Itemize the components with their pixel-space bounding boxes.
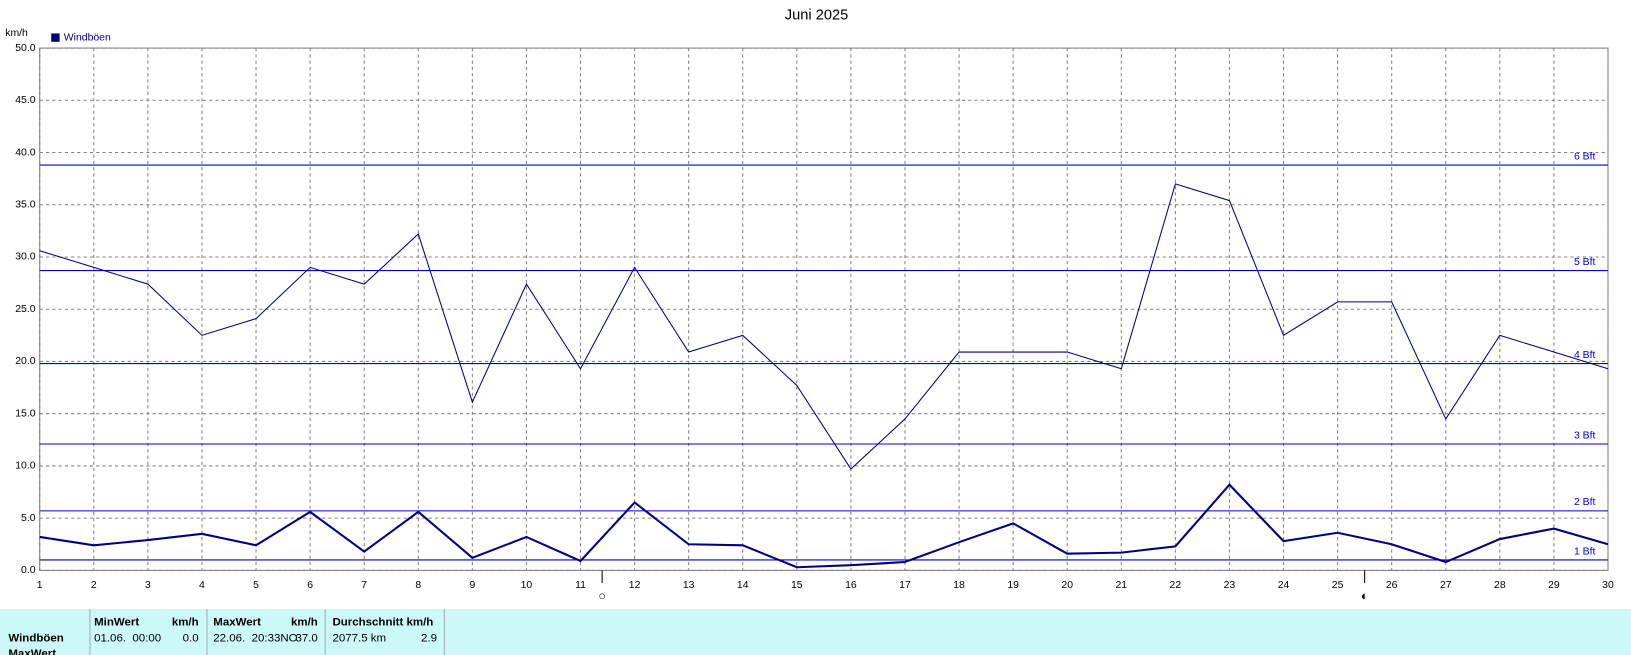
table-cell: 37.0 — [295, 632, 317, 644]
x-tick-label: 13 — [683, 580, 695, 591]
moon-symbol: ○ — [598, 589, 606, 603]
x-tick-label: 18 — [953, 580, 965, 591]
beaufort-label: 6 Bft — [1574, 151, 1596, 162]
table-row-label: MaxWert — [8, 648, 56, 655]
x-tick-label: 3 — [145, 580, 151, 591]
x-tick-label: 2 — [91, 580, 97, 591]
x-tick-label: 4 — [199, 580, 205, 591]
table-cell: 2077.5 km — [332, 632, 386, 644]
x-tick-label: 10 — [521, 580, 533, 591]
table-header: MinWert — [94, 617, 139, 629]
x-tick-label: 30 — [1602, 580, 1614, 591]
y-tick-label: 40.0 — [15, 147, 36, 158]
table-row-label: Windböen — [8, 632, 63, 644]
x-tick-label: 7 — [361, 580, 367, 591]
y-tick-label: 10.0 — [15, 461, 36, 472]
table-cell: 01.06. 00:00 — [94, 632, 161, 644]
x-tick-label: 17 — [899, 580, 911, 591]
table-cell: 2.9 — [421, 632, 437, 644]
y-tick-label: 45.0 — [15, 95, 36, 106]
x-tick-label: 27 — [1440, 580, 1452, 591]
y-tick-label: 15.0 — [15, 408, 36, 419]
plot-frame — [39, 47, 1609, 571]
x-tick-label: 22 — [1170, 580, 1182, 591]
table-header: MaxWert — [213, 617, 261, 629]
x-tick-label: 20 — [1061, 580, 1073, 591]
y-tick-label: 0.0 — [21, 565, 36, 576]
y-tick-label: 35.0 — [15, 200, 36, 211]
x-tick-label: 8 — [415, 580, 421, 591]
y-axis-label: km/h — [5, 28, 28, 39]
x-tick-label: 16 — [845, 580, 857, 591]
legend-swatch — [51, 33, 60, 42]
beaufort-label: 1 Bft — [1574, 546, 1596, 557]
y-tick-label: 50.0 — [15, 43, 36, 54]
x-tick-label: 9 — [469, 580, 475, 591]
table-header: km/h — [172, 617, 199, 629]
beaufort-label: 5 Bft — [1574, 257, 1596, 268]
table-cell: 22.06. 20:33NO — [213, 632, 297, 644]
series-line — [39, 483, 1609, 569]
x-tick-label: 21 — [1115, 580, 1127, 591]
x-tick-label: 28 — [1494, 580, 1506, 591]
beaufort-label: 3 Bft — [1574, 430, 1596, 441]
x-tick-label: 23 — [1224, 580, 1236, 591]
x-tick-label: 25 — [1332, 580, 1344, 591]
x-tick-label: 15 — [791, 580, 803, 591]
beaufort-label: 4 Bft — [1574, 350, 1596, 361]
x-tick-label: 26 — [1386, 580, 1398, 591]
moon-symbol: ◐ — [1361, 589, 1369, 603]
x-tick-label: 1 — [37, 580, 43, 591]
chart-title: Juni 2025 — [785, 8, 848, 24]
x-tick-label: 24 — [1278, 580, 1290, 591]
x-tick-label: 14 — [737, 580, 749, 591]
x-tick-label: 12 — [629, 580, 641, 591]
y-tick-label: 5.0 — [21, 513, 36, 524]
table-header: km/h — [291, 617, 318, 629]
table-header: Durchschnitt km/h — [332, 617, 433, 629]
legend-label: Windböen — [64, 32, 111, 43]
x-tick-label: 6 — [307, 580, 313, 591]
x-tick-label: 19 — [1007, 580, 1019, 591]
y-tick-label: 30.0 — [15, 252, 36, 263]
x-tick-label: 5 — [253, 580, 259, 591]
table-cell: 0.0 — [183, 632, 199, 644]
series-line — [39, 183, 1609, 470]
x-tick-label: 11 — [575, 580, 586, 591]
x-tick-label: 29 — [1548, 580, 1560, 591]
y-tick-label: 20.0 — [15, 356, 36, 367]
y-tick-label: 25.0 — [15, 304, 36, 315]
table-background — [0, 609, 1631, 655]
beaufort-label: 2 Bft — [1574, 497, 1596, 508]
